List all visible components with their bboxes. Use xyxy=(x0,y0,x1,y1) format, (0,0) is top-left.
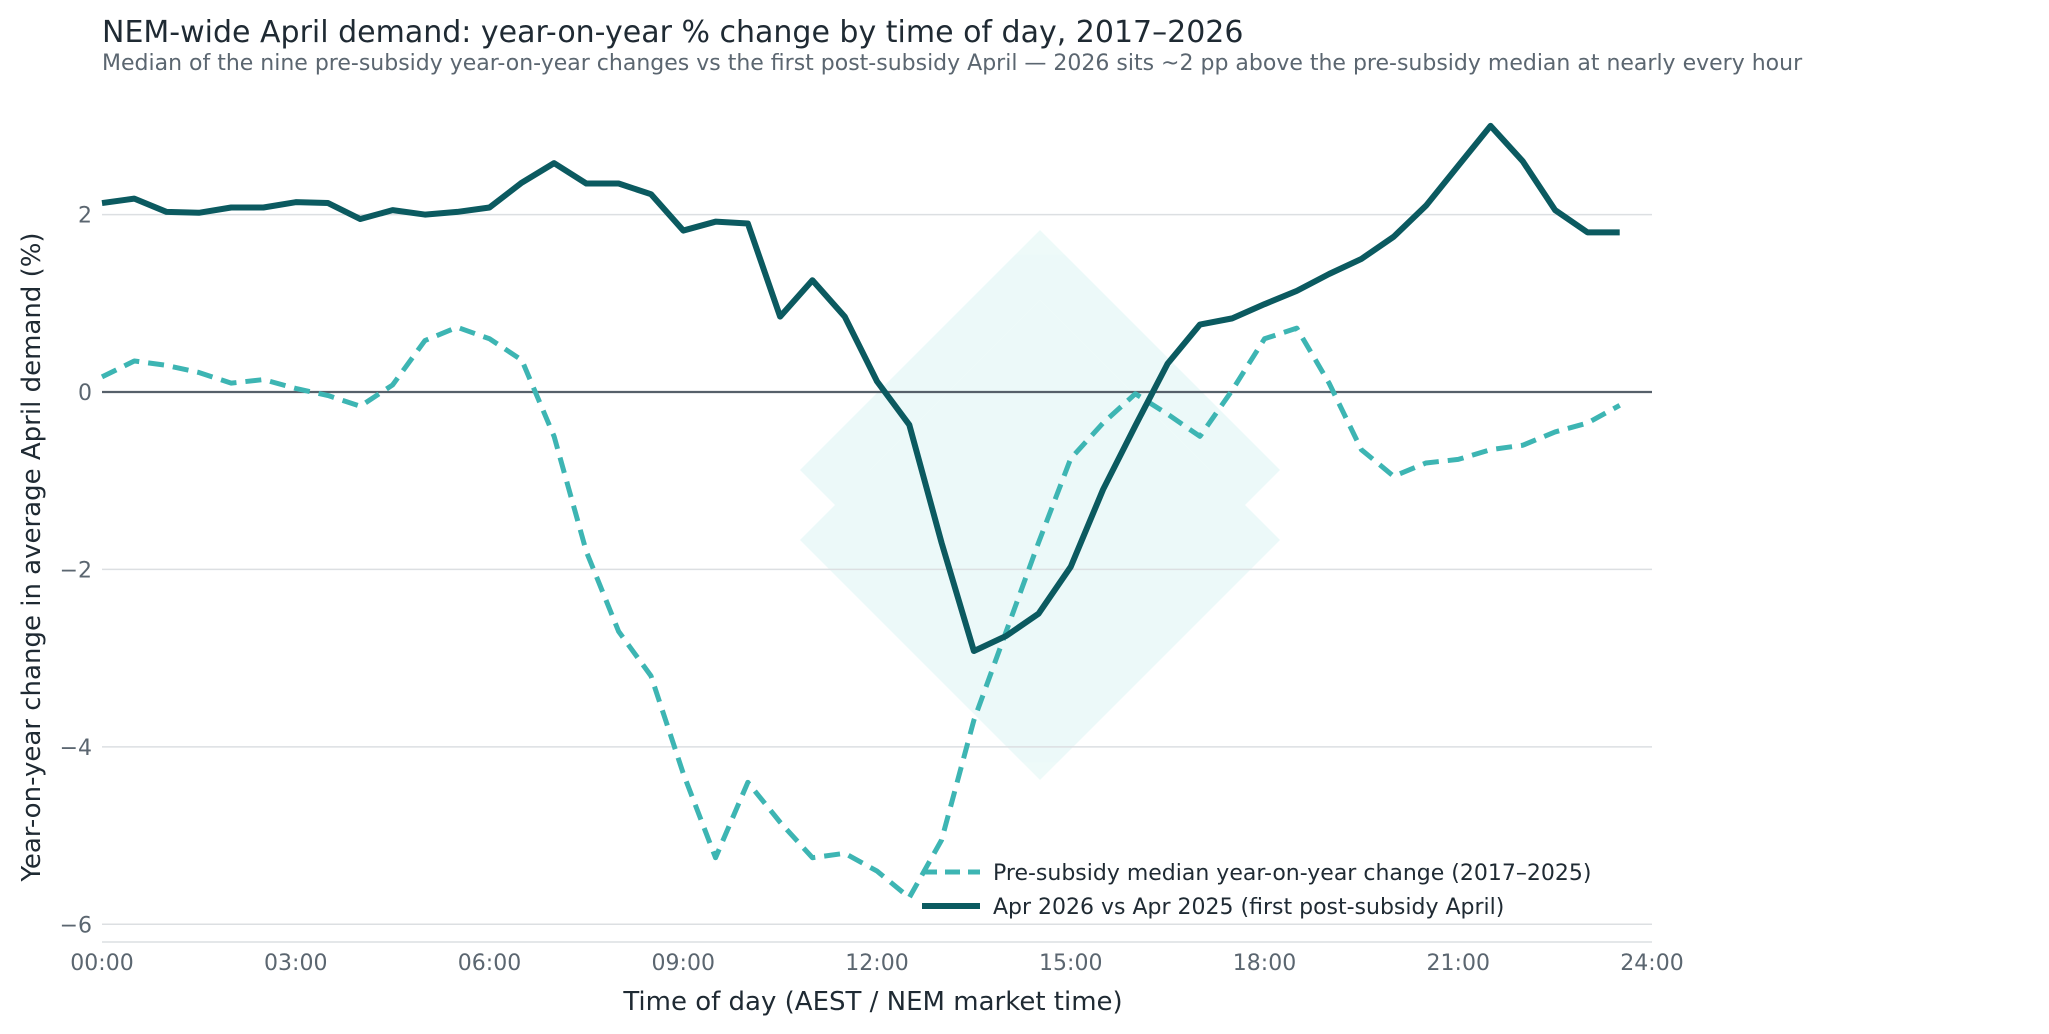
y-tick-label: −6 xyxy=(60,913,92,938)
y-axis: −6 −4 −2 0 2 xyxy=(60,204,92,939)
y-tick-label: −4 xyxy=(60,736,92,761)
y-tick-label: −2 xyxy=(60,558,92,583)
x-tick-label: 09:00 xyxy=(652,951,715,976)
legend-label-2026: Apr 2026 vs Apr 2025 (first post-subsidy… xyxy=(993,895,1504,920)
x-tick-label: 18:00 xyxy=(1233,951,1296,976)
watermark xyxy=(800,230,1280,780)
x-tick-label: 03:00 xyxy=(264,951,327,976)
series-layer xyxy=(100,122,1621,901)
legend: Pre-subsidy median year-on-year change (… xyxy=(922,861,1591,920)
x-tick-label: 00:00 xyxy=(70,951,133,976)
y-tick-label: 0 xyxy=(78,381,92,406)
x-axis-label: Time of day (AEST / NEM market time) xyxy=(622,987,1122,1017)
x-tick-label: 12:00 xyxy=(845,951,908,976)
legend-label-pre-subsidy: Pre-subsidy median year-on-year change (… xyxy=(993,861,1591,886)
y-tick-label: 2 xyxy=(78,204,92,229)
gridlines xyxy=(102,213,1652,943)
chart-subtitle: Median of the nine pre-subsidy year-on-y… xyxy=(102,51,1803,76)
x-tick-label: 24:00 xyxy=(1620,951,1683,976)
x-tick-label: 15:00 xyxy=(1039,951,1102,976)
series-line-apr-2026 xyxy=(101,122,1620,655)
x-axis: 00:00 03:00 06:00 09:00 12:00 15:00 18:00 21:00… xyxy=(70,951,1683,976)
chart-title: NEM-wide April demand: year-on-year % ch… xyxy=(102,15,1243,50)
series-line-pre-subsidy-median xyxy=(100,324,1621,901)
x-tick-label: 06:00 xyxy=(458,951,521,976)
x-tick-label: 21:00 xyxy=(1427,951,1490,976)
y-axis-label: Year-on-year change in average April dem… xyxy=(17,232,47,882)
